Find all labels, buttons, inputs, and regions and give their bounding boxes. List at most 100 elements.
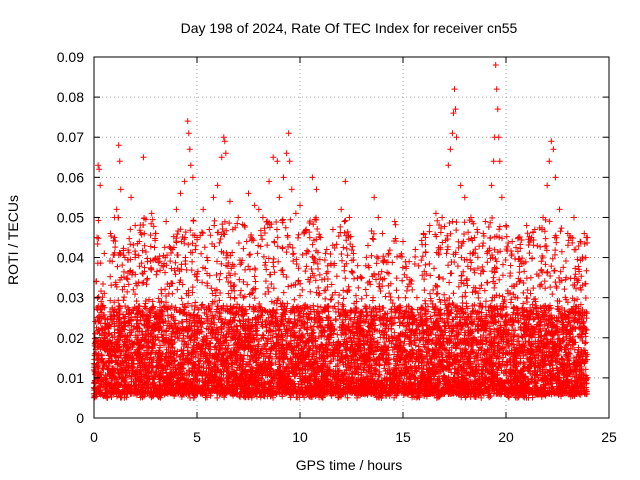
data-point	[556, 274, 563, 281]
data-point	[461, 219, 468, 226]
data-point	[244, 281, 251, 288]
data-point	[512, 294, 519, 301]
data-point	[182, 254, 189, 261]
data-point	[455, 238, 462, 245]
data-point	[363, 292, 370, 299]
data-point	[184, 118, 191, 125]
data-point	[449, 218, 456, 225]
data-point	[186, 146, 193, 153]
data-point	[446, 220, 453, 227]
data-point	[161, 244, 168, 251]
data-point	[517, 315, 524, 322]
data-point	[350, 250, 357, 257]
data-point	[350, 275, 357, 282]
data-point	[119, 262, 126, 269]
data-point	[443, 347, 450, 354]
data-point	[373, 260, 380, 267]
data-point	[170, 233, 177, 240]
data-point	[379, 230, 386, 237]
data-point	[144, 275, 151, 282]
data-point	[217, 290, 224, 297]
data-point	[496, 292, 503, 299]
data-point	[276, 194, 283, 201]
data-point	[394, 253, 401, 260]
data-point	[493, 86, 500, 93]
data-point	[181, 178, 188, 185]
data-point	[117, 186, 124, 193]
data-point	[280, 174, 287, 181]
data-point	[177, 190, 184, 197]
data-point	[189, 258, 196, 265]
data-point	[400, 238, 406, 245]
data-point	[427, 272, 434, 279]
data-point	[274, 234, 281, 241]
data-point	[343, 245, 350, 252]
data-point	[349, 269, 356, 276]
data-point	[172, 259, 179, 266]
data-point	[462, 289, 469, 296]
data-point	[391, 329, 398, 336]
data-point	[283, 150, 290, 157]
data-point	[139, 280, 146, 287]
data-point	[299, 251, 306, 258]
data-point	[247, 251, 254, 258]
data-point	[570, 214, 577, 221]
data-point	[214, 182, 221, 189]
data-point	[552, 247, 559, 254]
data-point	[393, 275, 400, 282]
data-point	[558, 356, 565, 363]
data-point	[264, 284, 271, 291]
data-point	[115, 214, 122, 221]
data-point	[310, 254, 317, 261]
data-points	[91, 62, 591, 401]
data-point	[174, 231, 181, 238]
data-point	[312, 277, 319, 284]
data-point	[327, 251, 334, 258]
data-point	[113, 206, 120, 213]
data-point	[527, 274, 534, 281]
data-point	[385, 251, 392, 258]
data-point	[323, 246, 330, 253]
data-point	[354, 262, 361, 269]
data-point	[434, 290, 441, 297]
data-point	[440, 275, 447, 282]
data-point	[492, 62, 499, 69]
data-point	[574, 296, 581, 303]
data-point	[329, 226, 336, 233]
data-point	[294, 234, 301, 241]
data-point	[270, 154, 277, 161]
data-point	[549, 291, 556, 298]
data-point	[285, 283, 292, 290]
data-point	[274, 158, 281, 165]
data-point	[369, 235, 376, 242]
data-point	[132, 248, 139, 255]
data-point	[386, 290, 393, 297]
data-point	[373, 253, 380, 260]
data-point	[341, 267, 348, 274]
data-point	[452, 106, 459, 113]
data-point	[238, 287, 245, 294]
data-point	[547, 273, 554, 280]
data-point	[550, 146, 557, 153]
data-point	[183, 266, 190, 273]
data-point	[355, 284, 362, 291]
data-point	[508, 296, 515, 303]
data-point	[235, 214, 242, 221]
data-point	[316, 231, 323, 238]
data-point	[561, 286, 568, 293]
data-point	[498, 194, 505, 201]
data-point	[302, 268, 309, 275]
data-point	[333, 273, 340, 280]
data-point	[151, 244, 158, 251]
data-point	[364, 242, 371, 249]
data-point	[263, 266, 270, 273]
data-point	[375, 214, 382, 221]
data-point	[426, 290, 433, 297]
chart-title: Day 198 of 2024, Rate Of TEC Index for r…	[181, 20, 518, 36]
data-point	[496, 158, 503, 165]
data-point	[216, 297, 223, 304]
data-point	[552, 174, 559, 181]
data-point	[266, 178, 273, 185]
data-point	[111, 234, 118, 241]
